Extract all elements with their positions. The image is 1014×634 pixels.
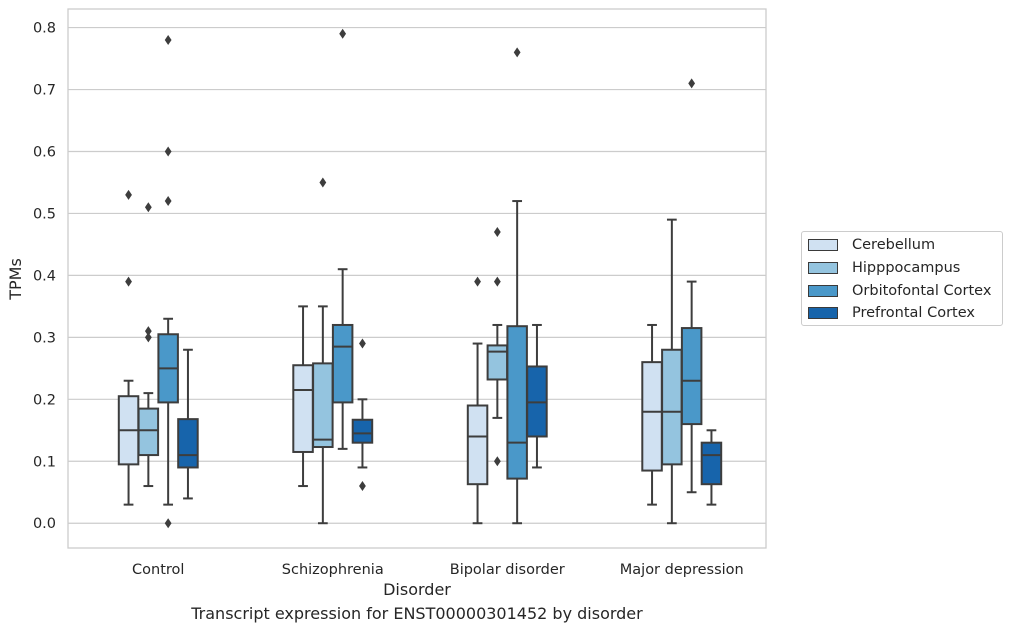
box-3-1 — [351, 338, 374, 492]
y-tick-label: 0.3 — [33, 330, 56, 346]
outlier-point — [144, 332, 152, 343]
x-tick-label: Bipolar disorder — [450, 562, 565, 578]
box-2-1 — [331, 28, 354, 450]
box-iqr — [292, 364, 314, 453]
outlier-point — [164, 34, 172, 45]
outlier-point — [339, 28, 347, 39]
y-tick-label: 0.4 — [33, 268, 56, 284]
outlier-point — [513, 47, 521, 58]
outlier-point — [493, 276, 501, 287]
legend-swatch — [808, 307, 838, 319]
outlier-point — [144, 326, 152, 337]
box-3-0 — [177, 348, 199, 500]
outlier-point — [359, 338, 366, 349]
box-1-3 — [661, 218, 683, 525]
box-3-2 — [526, 323, 548, 469]
y-tick-label: 0.7 — [33, 83, 56, 99]
outlier-point — [359, 481, 366, 492]
outlier-point — [164, 146, 172, 157]
box-iqr — [486, 344, 509, 381]
box-iqr — [137, 407, 160, 457]
box-iqr — [177, 418, 199, 469]
box-iqr — [700, 441, 723, 486]
box-0-0 — [117, 189, 140, 506]
plot-frame — [67, 8, 767, 549]
legend-swatch — [808, 285, 838, 297]
y-tick-label: 0.6 — [33, 144, 56, 160]
legend-item-orbitofrontal: Orbitofontal Cortex — [808, 282, 991, 300]
box-iqr — [661, 348, 683, 466]
legend-item-hippocampus: Hipppocampus — [808, 259, 960, 277]
legend-label: Prefrontal Cortex — [852, 305, 975, 321]
box-iqr — [641, 361, 663, 472]
legend-swatch — [808, 262, 838, 274]
y-tick-label: 0.0 — [33, 516, 56, 532]
legend-label: Orbitofontal Cortex — [852, 283, 992, 299]
box-iqr — [466, 404, 489, 486]
box-2-2 — [506, 47, 528, 525]
outlier-point — [493, 456, 501, 467]
y-tick-label: 0.5 — [33, 206, 56, 222]
box-3-3 — [700, 429, 723, 506]
box-2-3 — [680, 78, 703, 494]
x-axis-label: Disorder — [383, 580, 451, 599]
y-tick-labels: 0.0 0.1 0.2 0.3 0.4 0.5 0.6 0.7 0.8 — [33, 21, 56, 533]
y-tick-label: 0.2 — [33, 392, 56, 408]
box-groups — [117, 28, 723, 529]
box-2-0 — [157, 34, 179, 529]
x-tick-label: Control — [132, 562, 184, 578]
box-0-3 — [641, 323, 663, 506]
legend-item-prefrontal: Prefrontal Cortex — [808, 304, 975, 322]
x-tick-label: Schizophrenia — [282, 562, 384, 578]
y-tick-label: 0.1 — [33, 454, 56, 470]
outlier-point — [688, 78, 696, 89]
outlier-point — [493, 227, 501, 238]
box-iqr — [331, 323, 354, 404]
figure-caption: Transcript expression for ENST0000030145… — [191, 604, 643, 623]
legend-label: Hipppocampus — [852, 260, 961, 276]
box-iqr — [680, 327, 703, 426]
box-1-1 — [312, 177, 334, 525]
box-0-1 — [292, 305, 314, 488]
box-0-2 — [466, 276, 489, 525]
legend: Cerebellum Hipppocampus Orbitofontal Cor… — [801, 231, 1003, 326]
y-tick-label: 0.8 — [33, 21, 56, 37]
box-iqr — [506, 325, 528, 480]
x-tick-label: Major depression — [620, 562, 744, 578]
y-axis-label: TPMs — [6, 258, 25, 301]
outlier-point — [474, 276, 481, 287]
outlier-point — [319, 177, 327, 188]
outlier-point — [125, 189, 132, 200]
box-1-0 — [137, 202, 160, 488]
legend-item-cerebellum: Cerebellum — [808, 236, 935, 254]
legend-label: Cerebellum — [852, 237, 936, 253]
legend-swatch — [808, 239, 838, 251]
outlier-point — [144, 202, 152, 213]
box-1-2 — [486, 227, 509, 467]
outlier-point — [164, 518, 172, 529]
outlier-point — [125, 276, 132, 287]
x-tick-labels: Control Schizophrenia Bipolar disorder Majo… — [132, 562, 744, 578]
box-iqr — [351, 418, 374, 444]
box-iqr — [312, 362, 334, 449]
outlier-point — [164, 196, 172, 207]
